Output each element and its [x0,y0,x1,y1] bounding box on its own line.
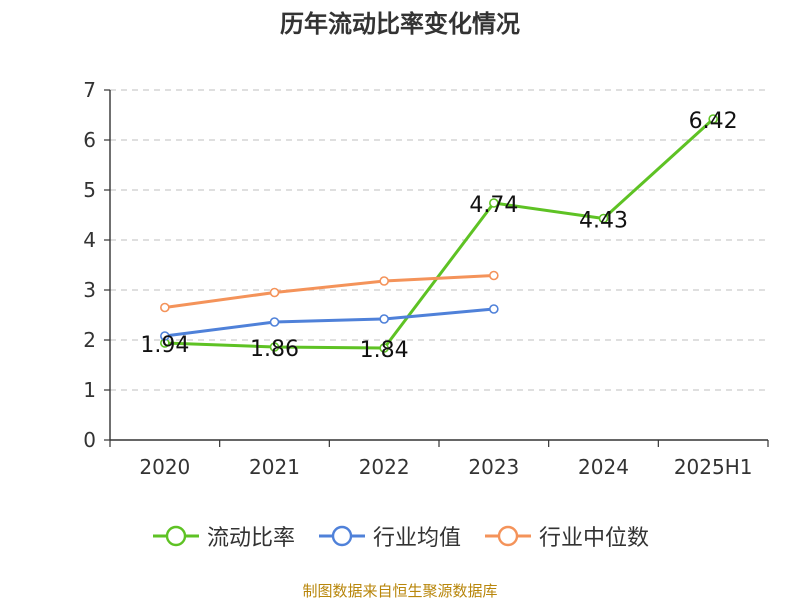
y-tick-label: 5 [83,178,96,202]
data-point [160,302,170,313]
legend-marker-icon [152,525,199,547]
data-labels: 1.94 1.86 1.84 4.74 4.43 6.42 [140,109,737,363]
legend: 流动比率 行业均值 行业中位数 [0,520,800,552]
y-tick-label: 6 [83,128,96,152]
source-note: 制图数据来自恒生聚源数据库 [302,582,498,600]
data-point [489,304,499,314]
series-line [164,117,715,350]
legend-label: 行业均值 [372,526,461,551]
x-tick-label: 2021 [249,455,300,479]
y-tick-label: 7 [83,78,96,102]
x-tick-label: 2024 [578,455,629,479]
axes: 0 1 2 3 4 5 6 7 2020 2021 2022 2023 2024 2025H1 [83,78,769,479]
data-point [489,198,499,208]
y-tick-label: 0 [83,428,96,452]
legend-label: 流动比率 [206,526,295,551]
series-line [164,307,494,338]
y-tick-label: 1 [83,378,96,402]
data-label: 6.42 [689,109,738,134]
data-point [379,343,389,353]
data-point [160,331,170,341]
x-tick-label: 2020 [139,455,190,479]
data-label: 1.94 [140,333,189,358]
data-point [598,213,609,224]
data-label: 4.43 [579,209,628,234]
legend-item[interactable]: 流动比率 [151,520,295,552]
legend-marker-icon [485,525,531,547]
y-tick-label: 4 [83,228,96,252]
data-point [269,317,280,327]
data-point [379,314,389,324]
x-tick-label: 2023 [468,455,519,479]
data-point [708,114,718,124]
legend-label: 行业中位数 [539,526,650,551]
data-point [269,342,280,352]
data-point [269,287,280,298]
series-lines [160,114,718,353]
x-tick-label: 2025H1 [674,455,753,479]
chart-title: 历年流动比率变化情况 [280,10,520,38]
data-point [379,276,389,286]
data-point [489,270,499,281]
legend-item[interactable]: 行业均值 [317,520,461,552]
legend-marker-icon [318,525,365,547]
data-label: 1.84 [360,338,409,363]
y-tick-label: 3 [83,278,96,302]
legend-item[interactable]: 行业中位数 [483,520,649,552]
data-label: 4.74 [469,193,518,218]
x-tick-label: 2022 [359,455,410,479]
series-line [164,274,494,309]
data-label: 1.86 [250,337,299,362]
y-tick-label: 2 [83,328,96,352]
